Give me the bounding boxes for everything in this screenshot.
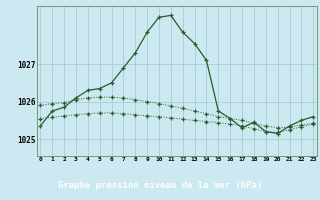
Text: Graphe pression niveau de la mer (hPa): Graphe pression niveau de la mer (hPa) bbox=[58, 181, 262, 190]
